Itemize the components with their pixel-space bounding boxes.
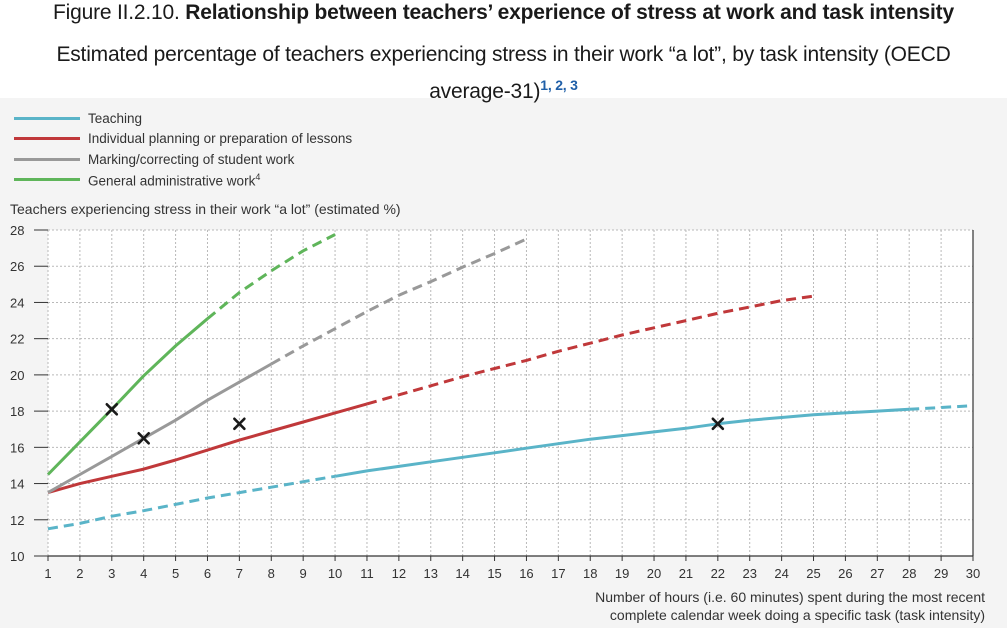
series-markers: [105, 402, 725, 445]
x-tick-label: 18: [583, 566, 597, 581]
x-tick-label: 20: [647, 566, 661, 581]
x-tick-label: 12: [392, 566, 406, 581]
figure-title: Figure II.2.10. Relationship between tea…: [0, 1, 1007, 25]
series-line-solid-3: [46, 317, 209, 476]
legend-item-planning: Individual planning or preparation of le…: [14, 129, 352, 150]
x-tick-label: 28: [902, 566, 916, 581]
legend-label-planning: Individual planning or preparation of le…: [88, 131, 353, 147]
x-tick-label: 11: [360, 566, 374, 581]
y-tick-label: 14: [10, 477, 24, 492]
x-tick-label: 3: [108, 566, 115, 581]
series-line-dashed-3: [206, 233, 336, 320]
legend-label-marking: Marking/correcting of student work: [88, 151, 295, 167]
y-tick-label: 26: [10, 259, 24, 274]
legend-swatch-marking: [14, 157, 80, 161]
x-tick-label: 13: [424, 566, 438, 581]
x-tick-label: 29: [934, 566, 948, 581]
x-tick-label: 7: [236, 566, 243, 581]
tick-labels: 1 2 3 4 5 6 7 8 9 10 11 12 13 14 15 16 17 18 19 20 21 22 23 24 2…: [10, 223, 980, 581]
x-tick-label: 16: [519, 566, 533, 581]
y-tick-label: 12: [10, 513, 24, 528]
x-tick-label: 21: [679, 566, 693, 581]
series-line-solid-2: [47, 362, 273, 494]
series-line-dashed-2: [270, 237, 528, 366]
x-tick-label: 4: [140, 566, 147, 581]
legend-label-admin: General administrative work4: [88, 172, 260, 189]
x-tick-label: 26: [838, 566, 852, 581]
x-tick-label: 5: [172, 566, 179, 581]
series-lines: [46, 233, 974, 531]
x-tick-label: 25: [806, 566, 820, 581]
x-tick-label: 14: [455, 566, 469, 581]
y-tick-label: 22: [10, 332, 24, 347]
figure-number: Figure II.2.10.: [53, 1, 180, 24]
x-tick-label: 23: [742, 566, 756, 581]
series-marker-x-1: [233, 417, 246, 431]
x-axis-title-line2: complete calendar week doing a specific …: [609, 607, 985, 623]
y-tick-label: 24: [10, 295, 24, 310]
y-tick-label: 28: [10, 223, 24, 238]
plot-area: [48, 230, 973, 556]
y-tick-label: 20: [10, 368, 24, 383]
figure-subtitle-text: Estimated percentage of teachers experie…: [56, 43, 951, 103]
x-tick-label: 2: [76, 566, 83, 581]
x-tick-label: 24: [774, 566, 788, 581]
series-line-solid-1: [47, 402, 368, 495]
legend-label-teaching: Teaching: [88, 110, 143, 126]
y-axis-title: Teachers experiencing stress in their wo…: [10, 201, 401, 217]
series-line-dashed-1: [366, 294, 814, 406]
figure-subtitle: Estimated percentage of teachers experie…: [40, 40, 967, 107]
legend-swatch-admin: [14, 178, 80, 182]
series-line-dashed-0: [47, 474, 336, 531]
x-tick-label: 8: [268, 566, 275, 581]
x-tick-label: 19: [615, 566, 629, 581]
legend-swatch-teaching: [14, 116, 80, 120]
x-tick-label: 10: [328, 566, 342, 581]
y-tick-label: 16: [10, 440, 24, 455]
y-tick-label: 18: [10, 404, 24, 419]
x-tick-label: 1: [44, 566, 51, 581]
x-axis-title: Number of hours (i.e. 60 minutes) spent …: [565, 588, 985, 624]
grid: [47, 229, 974, 557]
series-line-dashed-0: [909, 404, 974, 411]
series-line-solid-0: [334, 407, 910, 478]
legend-label-admin-sup: 4: [255, 171, 261, 182]
footnote-refs[interactable]: 1, 2, 3: [540, 77, 578, 93]
legend-item-teaching: Teaching: [14, 108, 352, 129]
x-tick-label: 22: [711, 566, 725, 581]
x-tick-label: 27: [870, 566, 884, 581]
legend-item-marking: Marking/correcting of student work: [14, 149, 352, 170]
x-axis-title-line1: Number of hours (i.e. 60 minutes) spent …: [595, 589, 985, 605]
figure-title-text: Relationship between teachers’ experienc…: [185, 1, 954, 24]
series-marker-x-3: [105, 402, 119, 416]
axes: [34, 229, 974, 561]
series-marker-x-0: [711, 417, 725, 431]
x-tick-label: 17: [551, 566, 565, 581]
legend-label-admin-text: General administrative work: [88, 173, 256, 188]
x-tick-label: 9: [300, 566, 307, 581]
legend-swatch-planning: [14, 137, 80, 141]
y-tick-label: 10: [10, 549, 24, 564]
x-tick-label: 30: [966, 566, 980, 581]
x-tick-label: 15: [487, 566, 501, 581]
legend-item-admin: General administrative work4: [14, 170, 352, 191]
x-tick-label: 6: [204, 566, 211, 581]
legend: Teaching Individual planning or preparat…: [14, 108, 352, 190]
series-marker-x-2: [137, 431, 150, 445]
